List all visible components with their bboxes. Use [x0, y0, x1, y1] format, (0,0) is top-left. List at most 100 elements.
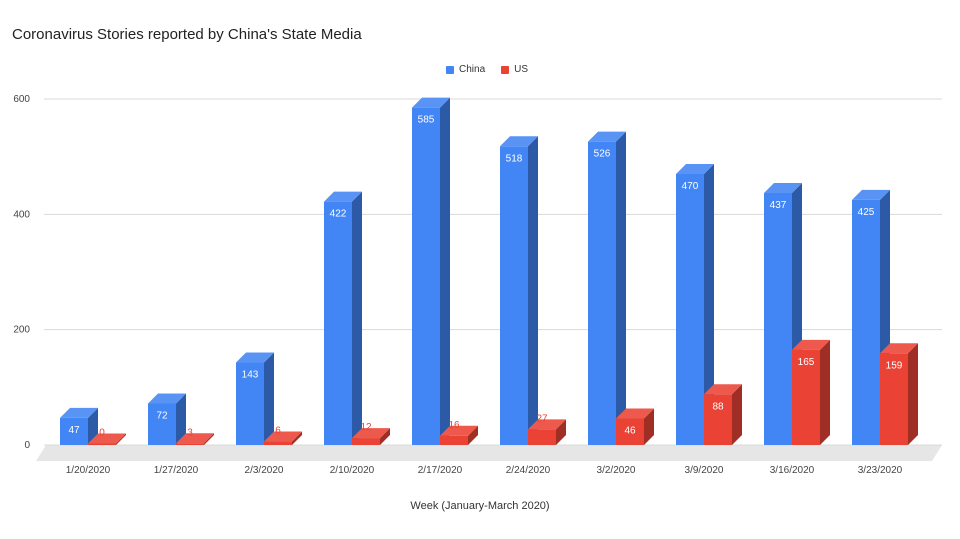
data-label: 159 [886, 360, 903, 371]
bar-us [352, 438, 380, 445]
bar-top [60, 407, 98, 418]
bar-side [116, 433, 126, 445]
bar-top [412, 97, 450, 108]
bar-china [412, 107, 440, 446]
legend-item-china: China [446, 64, 485, 75]
bar-side [176, 393, 186, 445]
x-tick-label: 1/20/2020 [66, 465, 111, 476]
x-tick-label: 2/10/2020 [330, 465, 375, 476]
bar-side [528, 136, 538, 445]
bar-top [764, 182, 802, 193]
bar-us [88, 443, 116, 445]
x-tick-label: 3/2/2020 [597, 465, 636, 476]
data-label: 47 [68, 425, 80, 436]
x-tick-label: 3/16/2020 [770, 465, 815, 476]
x-tick-label: 3/9/2020 [685, 465, 724, 476]
data-label: 518 [506, 153, 523, 164]
bar-top [880, 343, 918, 354]
bar-china [588, 141, 616, 445]
bar-top [236, 352, 274, 363]
data-label: 88 [712, 401, 724, 412]
data-label: 0 [99, 428, 105, 439]
legend-swatch-china [446, 65, 454, 74]
bar-top [500, 136, 538, 147]
data-label: 165 [798, 357, 815, 368]
x-tick-label: 3/23/2020 [858, 465, 903, 476]
bar-side [292, 431, 302, 445]
bar-us [264, 441, 292, 445]
x-tick-label: 2/3/2020 [245, 465, 284, 476]
data-label: 143 [242, 370, 259, 381]
x-tick-label: 1/27/2020 [154, 465, 199, 476]
bar-us [440, 435, 468, 445]
bar-top [88, 433, 126, 444]
bar-side [908, 343, 918, 445]
bar-china [852, 199, 880, 445]
bar-china [324, 201, 352, 445]
bar-side [644, 408, 654, 445]
bar-side [380, 428, 390, 445]
bar-side [88, 407, 98, 445]
x-axis-label: Week (January-March 2020) [410, 500, 550, 512]
chart-floor [36, 445, 942, 461]
bar-top [352, 428, 390, 439]
bar-side [820, 339, 830, 445]
bar-top [176, 433, 214, 444]
data-label: 526 [594, 149, 611, 160]
data-label: 425 [858, 207, 875, 218]
bar-top [528, 419, 566, 430]
bar-top [676, 163, 714, 174]
bar-top [704, 384, 742, 395]
bar-top [324, 191, 362, 202]
data-label: 422 [330, 209, 347, 220]
y-tick-label: 600 [13, 94, 30, 105]
bar-us [880, 353, 908, 445]
data-label: 437 [770, 200, 787, 211]
x-tick-label: 2/17/2020 [418, 465, 463, 476]
bar-china [500, 146, 528, 445]
y-tick-label: 200 [13, 325, 30, 336]
data-label: 27 [536, 413, 548, 424]
legend-label-china: China [459, 64, 486, 75]
bar-side [440, 97, 450, 446]
bar-side [616, 131, 626, 445]
bar-us [528, 429, 556, 445]
bar-side [204, 433, 214, 445]
data-label: 46 [624, 425, 636, 436]
bar-side [352, 191, 362, 445]
bar-top [264, 431, 302, 442]
bar-china [764, 192, 792, 445]
bar-us [616, 418, 644, 445]
bar-us [176, 443, 204, 445]
y-tick-label: 400 [13, 209, 30, 220]
legend-swatch-us [501, 65, 510, 74]
chart-title: Coronavirus Stories reported by China's … [12, 26, 362, 43]
y-tick-label: 0 [24, 440, 30, 451]
data-label: 12 [360, 422, 372, 433]
bar-us [704, 394, 732, 445]
bar-china [60, 417, 88, 445]
bar-top [852, 189, 890, 200]
bar-china [236, 362, 264, 445]
bar-china [676, 173, 704, 445]
legend-item-us: US [501, 64, 528, 75]
bar-side [468, 425, 478, 445]
bar-top [616, 408, 654, 419]
bar-top [440, 425, 478, 436]
bar-us [792, 349, 820, 445]
data-label: 3 [187, 427, 193, 438]
bar-side [264, 352, 274, 445]
data-label: 72 [156, 410, 168, 421]
bar-china [148, 403, 176, 445]
data-label: 470 [682, 181, 699, 192]
legend: China US [446, 64, 544, 75]
data-label: 6 [275, 426, 281, 437]
data-label: 16 [448, 420, 460, 431]
bar-top [148, 393, 186, 404]
bar-side [556, 419, 566, 445]
bar-top [792, 339, 830, 350]
bar-side [704, 163, 714, 445]
legend-label-us: US [514, 64, 529, 75]
x-tick-label: 2/24/2020 [506, 465, 551, 476]
